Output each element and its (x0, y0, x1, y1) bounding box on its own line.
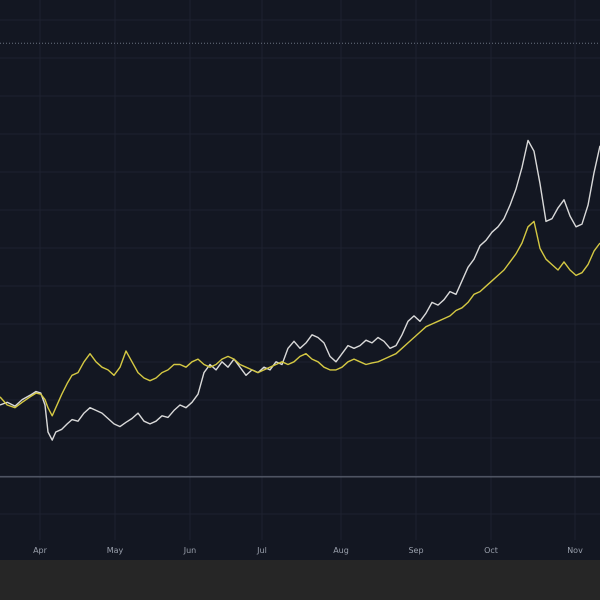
series-line-white (0, 139, 600, 441)
x-axis-ticks: Apr May Jun Jul Aug Sep Oct Nov (33, 546, 583, 555)
reference-lines (0, 42, 600, 478)
x-tick-label: Aug (333, 546, 349, 555)
series-layer (0, 139, 600, 441)
x-tick-label: Apr (33, 546, 48, 555)
x-tick-label: Jul (256, 546, 267, 555)
grid (0, 0, 600, 540)
x-tick-label: Jun (183, 546, 197, 555)
bottom-bar (0, 560, 600, 600)
series-line-yellow (0, 220, 600, 417)
x-tick-label: Sep (408, 546, 423, 555)
x-tick-label: Nov (567, 546, 583, 555)
x-tick-label: Oct (484, 546, 498, 555)
x-tick-label: May (107, 546, 124, 555)
